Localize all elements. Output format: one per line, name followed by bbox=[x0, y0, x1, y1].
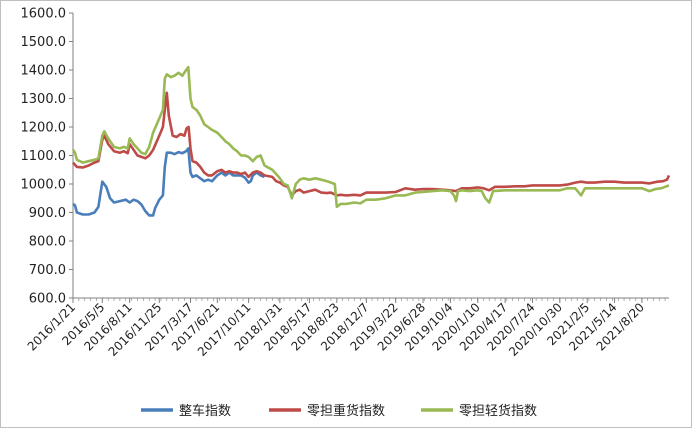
series-line-0 bbox=[72, 147, 265, 217]
y-tick-label: 900.0 bbox=[29, 206, 66, 221]
legend-label-2: 零担轻货指数 bbox=[459, 403, 537, 419]
legend-label-0: 整车指数 bbox=[179, 403, 231, 419]
legend-label-1: 零担重货指数 bbox=[307, 403, 385, 419]
y-tick-label: 600.0 bbox=[29, 292, 66, 307]
y-axis: 1600.0 1500.0 1400.0 1300.0 1200.0 1100.0 1000… bbox=[21, 7, 74, 307]
y-tick-label: 1000.0 bbox=[21, 178, 67, 193]
series-line-2 bbox=[71, 65, 670, 209]
y-tick-label: 1200.0 bbox=[21, 121, 67, 136]
y-tick-label: 700.0 bbox=[29, 263, 66, 278]
legend: 整车指数 零担重货指数 零担轻货指数 bbox=[141, 403, 537, 419]
y-tick-label: 1400.0 bbox=[21, 64, 67, 79]
y-tick-label: 1300.0 bbox=[21, 92, 67, 107]
y-tick-label: 1100.0 bbox=[21, 149, 67, 164]
series-layer bbox=[71, 65, 671, 217]
y-tick-label: 1600.0 bbox=[21, 7, 67, 22]
y-tick-label: 800.0 bbox=[29, 235, 66, 250]
y-tick-label: 1500.0 bbox=[21, 35, 67, 50]
series-line-1 bbox=[72, 91, 671, 197]
x-axis: 2016/1/212016/5/52016/8/112016/11/252017… bbox=[25, 297, 669, 359]
